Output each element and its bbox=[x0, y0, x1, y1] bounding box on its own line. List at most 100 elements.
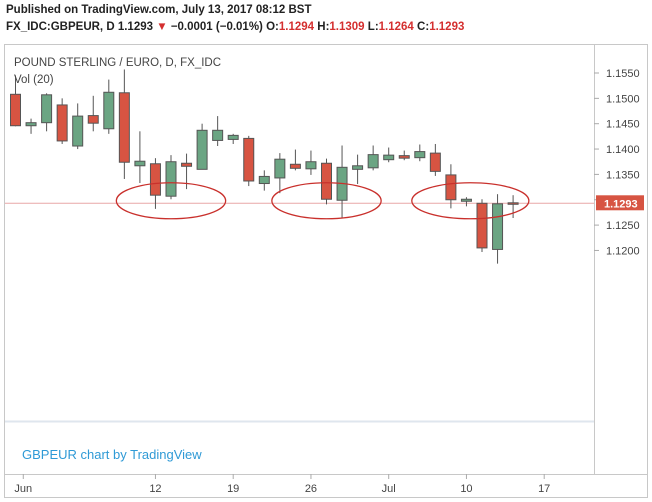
candle bbox=[289, 149, 301, 171]
candle-body bbox=[134, 160, 146, 167]
candle bbox=[165, 155, 177, 200]
time-tick-label: 17 bbox=[538, 483, 550, 495]
candle bbox=[429, 143, 441, 176]
price-badge-box bbox=[596, 195, 644, 211]
candle-body bbox=[321, 162, 332, 200]
candle-body bbox=[398, 155, 410, 159]
legend-volume: Vol (20) bbox=[14, 74, 54, 86]
candle-body bbox=[243, 137, 255, 182]
candle-body bbox=[274, 158, 286, 179]
candle bbox=[258, 170, 270, 191]
open-value: 1.1294 bbox=[278, 21, 315, 33]
candle bbox=[25, 118, 37, 134]
candle bbox=[56, 98, 68, 144]
legend-title: POUND STERLING / EURO, D, FX_IDC bbox=[14, 57, 221, 69]
price-axis[interactable]: 1.15501.15001.14501.14001.13501.13001.12… bbox=[594, 68, 640, 257]
candle bbox=[492, 194, 504, 264]
time-tick-label: Jul bbox=[382, 483, 396, 495]
candle-body bbox=[258, 175, 270, 185]
candles bbox=[10, 69, 519, 264]
candle-body bbox=[165, 161, 177, 197]
candle-body bbox=[460, 198, 472, 202]
price-tick-label: 1.1500 bbox=[606, 93, 640, 105]
candle bbox=[352, 154, 364, 185]
candle bbox=[398, 150, 410, 161]
candle-body bbox=[25, 122, 37, 127]
candle-body bbox=[492, 203, 504, 250]
price-change: −0.0001 (−0.01%) bbox=[170, 21, 263, 33]
time-tick-label: 19 bbox=[227, 483, 239, 495]
price-badge-text: 1.1293 bbox=[604, 198, 638, 210]
candle bbox=[507, 195, 519, 219]
annotation-ellipse bbox=[411, 182, 530, 220]
candle-body bbox=[383, 154, 395, 161]
plot-border bbox=[4, 44, 648, 498]
candle-body bbox=[227, 134, 239, 140]
price-tick-label: 1.1550 bbox=[606, 68, 640, 80]
candle bbox=[227, 133, 239, 144]
time-axis[interactable]: Jun 12 19 26 Jul 10 17 bbox=[14, 474, 550, 495]
candle bbox=[134, 131, 146, 184]
candle bbox=[367, 145, 379, 171]
candle bbox=[87, 95, 99, 132]
time-tick-label: 26 bbox=[305, 483, 317, 495]
symbol-quote-line: FX_IDC:GBPEUR, D 1.1293 ▼ −0.0001 (−0.01… bbox=[6, 21, 464, 33]
price-tick-label: 1.1250 bbox=[606, 220, 640, 232]
down-triangle-icon: ▼ bbox=[156, 21, 168, 33]
candle-body bbox=[118, 92, 130, 163]
candle bbox=[305, 150, 317, 175]
candle bbox=[118, 69, 130, 179]
low-value: 1.1264 bbox=[378, 21, 414, 33]
candle-body bbox=[149, 163, 161, 196]
support-annotations bbox=[115, 182, 530, 220]
time-tick-label: Jun bbox=[14, 483, 32, 495]
candle bbox=[196, 123, 208, 170]
time-tick-label: 10 bbox=[460, 483, 472, 495]
candle-body bbox=[367, 154, 379, 169]
candle-body bbox=[56, 104, 68, 142]
candle bbox=[460, 197, 472, 207]
symbol-name: FX_IDC:GBPEUR, D bbox=[6, 21, 115, 33]
candle bbox=[321, 158, 332, 205]
candle-body bbox=[305, 161, 317, 170]
candle-body bbox=[196, 129, 208, 170]
candle-body bbox=[429, 152, 441, 172]
price-tick-label: 1.1400 bbox=[606, 144, 640, 156]
candle-body bbox=[41, 94, 53, 124]
candle-body bbox=[72, 115, 84, 147]
annotation-ellipse bbox=[115, 182, 227, 220]
close-value: 1.1293 bbox=[429, 21, 465, 33]
candle-body bbox=[103, 91, 115, 130]
candle-body bbox=[507, 202, 519, 205]
candle-body bbox=[289, 163, 301, 169]
price-tick-label: 1.1350 bbox=[606, 169, 640, 181]
candle-body bbox=[414, 151, 426, 159]
published-line: Published on TradingView.com, July 13, 2… bbox=[6, 4, 312, 16]
high-value: 1.1309 bbox=[329, 21, 365, 33]
high-label: H: bbox=[317, 21, 330, 33]
last-price: 1.1293 bbox=[117, 21, 154, 33]
candle bbox=[476, 199, 488, 252]
watermark: GBPEUR chart by TradingView bbox=[22, 447, 202, 462]
low-label: L: bbox=[367, 21, 379, 33]
candle bbox=[103, 79, 115, 134]
candle bbox=[445, 164, 457, 209]
candle-body bbox=[352, 165, 364, 170]
candle bbox=[414, 144, 426, 162]
candle-body bbox=[87, 115, 99, 124]
candle-body bbox=[445, 174, 457, 201]
price-tick-label: 1.1450 bbox=[606, 119, 640, 131]
candle bbox=[274, 153, 286, 194]
close-label: C: bbox=[417, 21, 430, 33]
price-tick-label: 1.1200 bbox=[606, 245, 640, 257]
candle bbox=[10, 75, 21, 127]
candle-body bbox=[10, 93, 21, 127]
price-badge: 1.1293 bbox=[596, 195, 644, 211]
candle bbox=[212, 116, 224, 147]
candle-body bbox=[212, 129, 224, 141]
open-label: O: bbox=[266, 21, 279, 33]
candle-body bbox=[476, 202, 488, 249]
candle-body bbox=[181, 162, 193, 167]
